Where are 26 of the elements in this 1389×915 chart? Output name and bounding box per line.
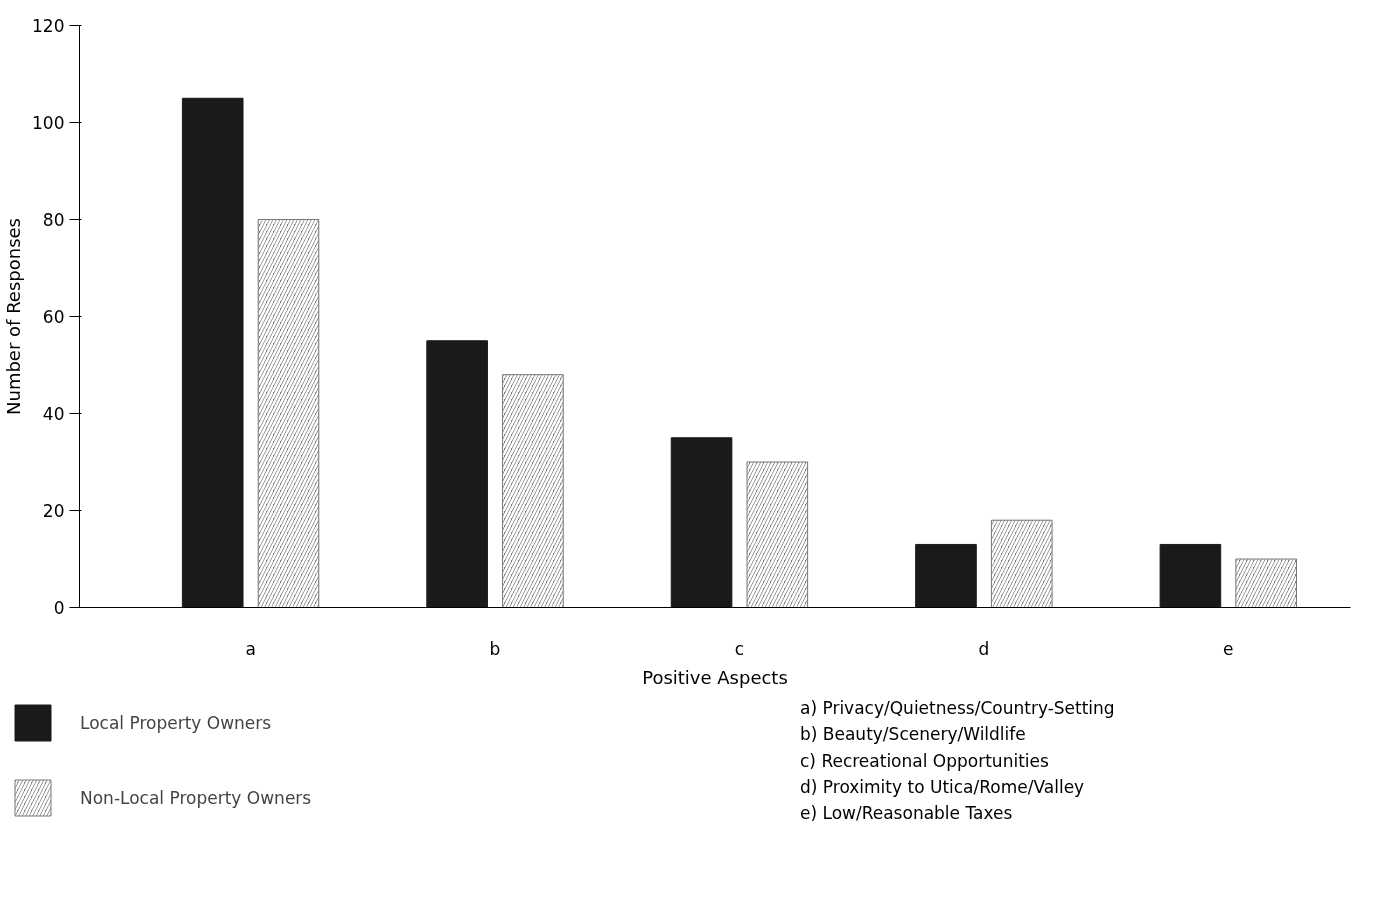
x-tick-label: c <box>734 638 745 659</box>
bar <box>181 97 244 608</box>
text: e) Low/Reasonable Taxes <box>800 803 1013 824</box>
x-tick-label: e <box>1223 638 1234 659</box>
y-axis-title: Number of Responses <box>3 218 25 415</box>
text: d) Proximity to Utica/Rome/Valley <box>800 777 1085 798</box>
y-tick-label: 120 <box>32 16 65 36</box>
bar <box>670 437 733 608</box>
x-tick-label: d <box>978 638 990 659</box>
bar <box>426 340 488 608</box>
bar <box>1159 543 1222 608</box>
y-tick-label: 60 <box>42 307 65 327</box>
x-tick-label: a <box>245 638 256 659</box>
y-tick-label: 20 <box>42 501 65 521</box>
x-tick-label: b <box>489 638 501 659</box>
x-axis-title: Positive Aspects <box>642 666 788 688</box>
y-tick-label: 80 <box>42 210 65 230</box>
text: a) Privacy/Quietness/Country-Setting <box>800 698 1115 718</box>
y-tick-label: 100 <box>32 113 65 133</box>
text: b) Beauty/Scenery/Wildlife <box>800 724 1026 745</box>
y-tick-label: 0 <box>53 598 65 618</box>
legend-label: Local Property Owners <box>80 712 272 733</box>
bar <box>915 543 977 608</box>
text: c) Recreational Opportunities <box>800 750 1049 771</box>
y-tick-label: 40 <box>42 404 65 424</box>
legend-label: Non-Local Property Owners <box>80 787 312 808</box>
